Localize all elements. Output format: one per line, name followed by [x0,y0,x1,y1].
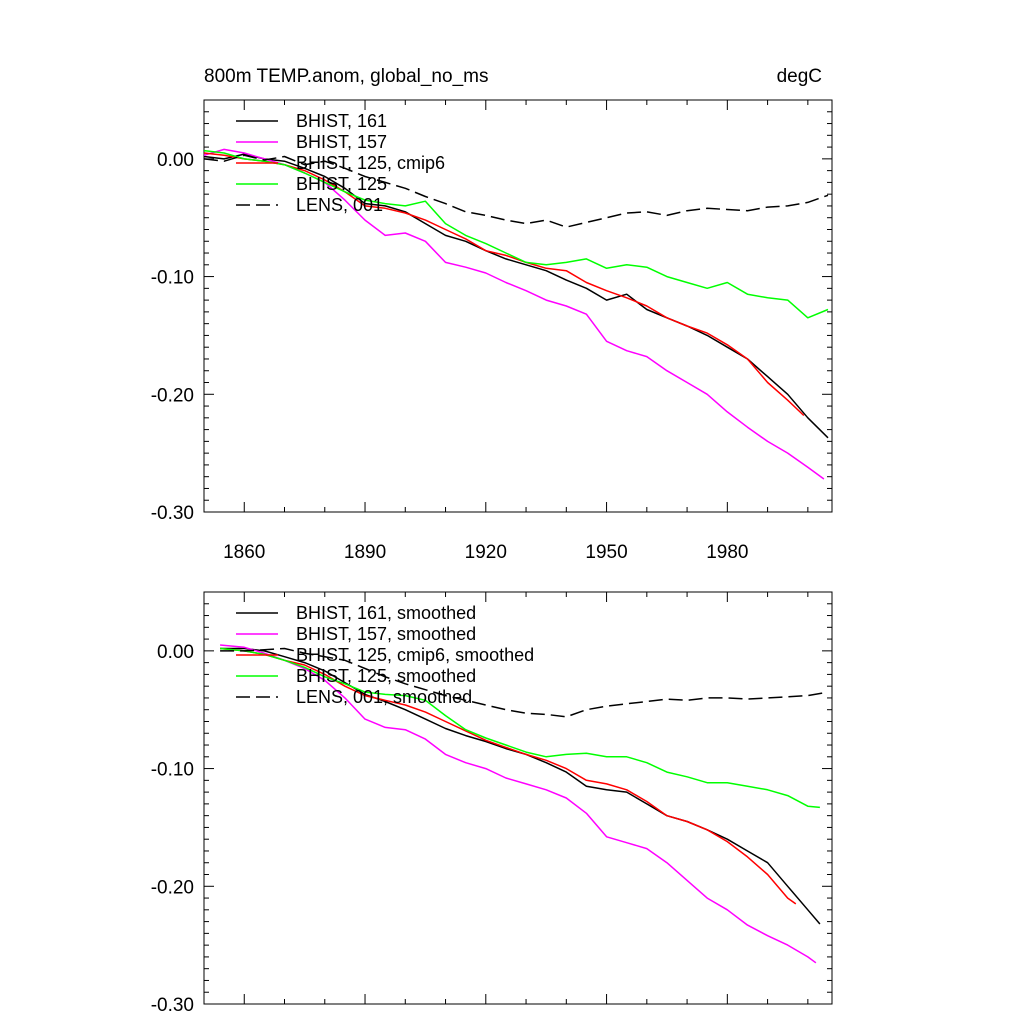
y-tick-label: -0.30 [151,995,194,1016]
y-tick-label: -0.20 [151,877,194,898]
legend-label: BHIST, 125, cmip6, smoothed [296,645,534,665]
x-tick-label: 1860 [223,542,265,563]
top-panel-units: degC [777,66,822,87]
series-line [220,647,797,905]
series-line [203,153,829,439]
series-line [220,647,829,718]
x-tick-label: 1890 [344,542,386,563]
top-panel: 800m TEMP.anom, global_no_ms degC 0.00 -0… [151,66,833,563]
legend-label: BHIST, 157 [296,132,387,152]
x-tick-label: 1950 [585,542,627,563]
x-tick-label: 1920 [465,542,507,563]
top-panel-title: 800m TEMP.anom, global_no_ms [204,66,488,87]
x-tick-label: 1980 [706,542,748,563]
series-line [203,149,829,319]
legend-label: BHIST, 157, smoothed [296,624,476,644]
legend-label: LENS, 001, smoothed [296,687,472,707]
legend-label: LENS, 001 [296,195,383,215]
legend-label: BHIST, 125, cmip6 [296,153,445,173]
y-tick-label: -0.30 [151,503,194,524]
y-tick-label: -0.10 [151,760,194,781]
y-tick-label: -0.10 [151,268,194,289]
series-line [203,152,805,417]
plot-frame [203,591,833,1005]
plot-frame [203,99,833,513]
legend-label: BHIST, 161, smoothed [296,603,476,623]
series-line [203,154,829,228]
legend-label: BHIST, 125, smoothed [296,666,476,686]
y-tick-label: 0.00 [157,150,194,171]
legend-label: BHIST, 161 [296,111,387,131]
legend-label: BHIST, 125 [296,174,387,194]
y-tick-label: -0.20 [151,385,194,406]
series-line [220,644,817,964]
y-tick-label: 0.00 [157,642,194,663]
series-line [220,647,820,809]
